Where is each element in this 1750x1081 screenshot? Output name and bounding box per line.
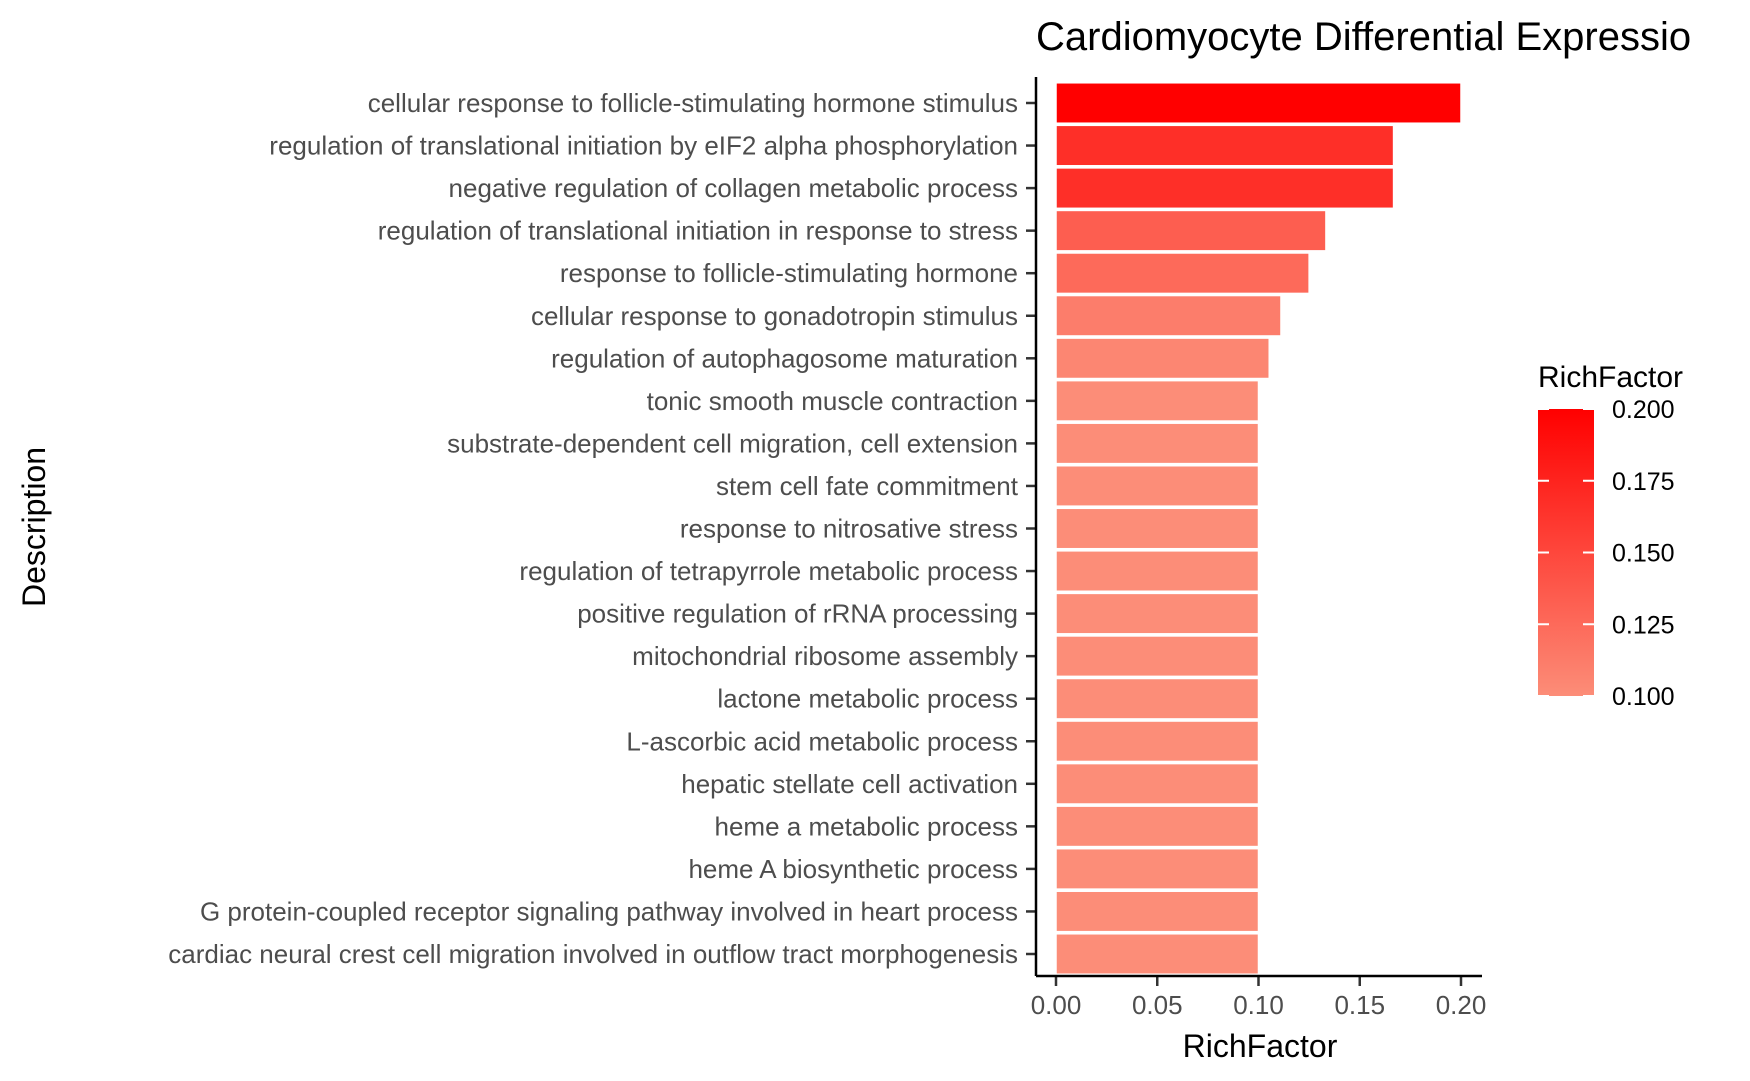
- y-tick-label: heme a metabolic process: [715, 811, 1018, 841]
- y-tick-label: substrate-dependent cell migration, cell…: [447, 428, 1018, 458]
- bar: [1055, 422, 1260, 465]
- bar: [1055, 82, 1462, 124]
- bar: [1055, 762, 1260, 805]
- y-tick-labels: cellular response to follicle-stimulatin…: [168, 88, 1019, 969]
- x-ticks: 0.00 0.05 0.10 0.15 0.20: [1031, 976, 1487, 1020]
- color-legend: RichFactor 0.200 0.175 0.150 0.125 0.100: [1538, 361, 1683, 711]
- y-tick-label: tonic smooth muscle contraction: [647, 386, 1018, 416]
- bar: [1055, 252, 1310, 295]
- legend-label: 0.150: [1612, 540, 1675, 568]
- bar: [1055, 294, 1282, 337]
- x-tick-label: 0.20: [1436, 990, 1487, 1020]
- bar: [1055, 124, 1395, 167]
- y-ticks: [1026, 101, 1036, 956]
- chart-title: Cardiomyocyte Differential Expressio: [1036, 15, 1691, 59]
- legend-label: 0.175: [1612, 468, 1675, 496]
- y-tick-label: response to follicle-stimulating hormone: [560, 258, 1018, 288]
- x-axis-title: RichFactor: [1183, 1028, 1338, 1064]
- y-tick-label: regulation of translational initiation b…: [269, 131, 1018, 161]
- y-tick-label: regulation of autophagosome maturation: [551, 343, 1018, 373]
- y-tick-label: negative regulation of collagen metaboli…: [449, 173, 1018, 203]
- bar: [1055, 847, 1260, 890]
- x-tick-label: 0.10: [1233, 990, 1284, 1020]
- bar: [1055, 890, 1260, 933]
- y-tick-label: positive regulation of rRNA processing: [577, 599, 1018, 629]
- bar: [1055, 635, 1260, 678]
- bar: [1055, 805, 1260, 848]
- x-tick-label: 0.00: [1031, 990, 1082, 1020]
- legend-label: 0.100: [1612, 683, 1675, 711]
- y-tick-label: response to nitrosative stress: [680, 514, 1018, 544]
- y-tick-label: heme A biosynthetic process: [688, 854, 1018, 884]
- legend-ticks: 0.200 0.175 0.150 0.125 0.100: [1538, 396, 1675, 711]
- bar: [1055, 464, 1260, 507]
- y-tick-label: lactone metabolic process: [717, 684, 1018, 714]
- x-tick-label: 0.15: [1334, 990, 1385, 1020]
- bar: [1055, 209, 1327, 252]
- bar: [1055, 720, 1260, 763]
- bar: [1055, 677, 1260, 720]
- bar: [1055, 933, 1260, 975]
- bar: [1055, 507, 1260, 550]
- legend-title: RichFactor: [1538, 361, 1683, 394]
- bar: [1055, 550, 1260, 593]
- legend-label: 0.125: [1612, 611, 1675, 639]
- bar: [1055, 167, 1395, 210]
- y-tick-label: regulation of tetrapyrrole metabolic pro…: [519, 556, 1018, 586]
- x-tick-label: 0.05: [1132, 990, 1183, 1020]
- y-tick-label: cellular response to gonadotropin stimul…: [531, 301, 1018, 331]
- y-tick-label: cardiac neural crest cell migration invo…: [168, 939, 1018, 969]
- y-tick-label: G protein-coupled receptor signaling pat…: [200, 896, 1018, 926]
- y-tick-label: regulation of translational initiation i…: [378, 216, 1018, 246]
- bar: [1055, 337, 1270, 380]
- y-tick-label: hepatic stellate cell activation: [681, 769, 1018, 799]
- y-tick-label: L-ascorbic acid metabolic process: [626, 726, 1018, 756]
- y-axis-title: Description: [16, 447, 52, 607]
- bar: [1055, 379, 1260, 422]
- y-tick-label: stem cell fate commitment: [716, 471, 1019, 501]
- y-tick-label: cellular response to follicle-stimulatin…: [368, 88, 1018, 118]
- bars-layer: [1055, 82, 1462, 975]
- legend-label: 0.200: [1612, 396, 1675, 424]
- y-tick-label: mitochondrial ribosome assembly: [632, 641, 1018, 671]
- bar: [1055, 592, 1260, 635]
